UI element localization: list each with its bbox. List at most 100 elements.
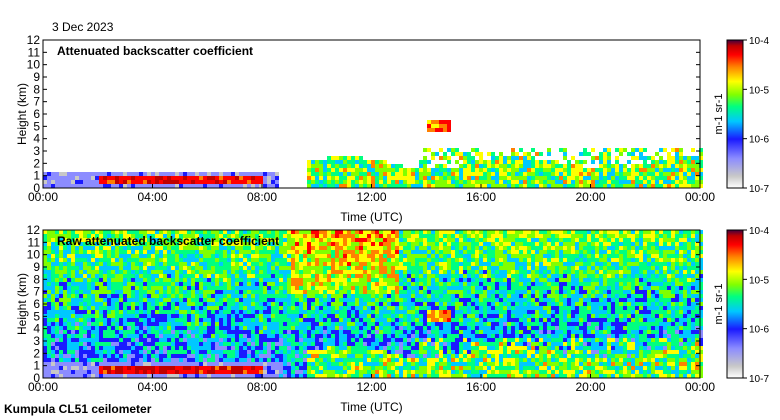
heatmap-cell: [419, 362, 423, 366]
heatmap-cell: [187, 330, 191, 334]
heatmap-cell: [255, 354, 259, 358]
heatmap-cell: [67, 278, 71, 282]
heatmap-cell: [399, 258, 403, 262]
heatmap-cell: [331, 318, 335, 322]
heatmap-cell: [283, 342, 287, 346]
heatmap-cell: [403, 334, 407, 338]
heatmap-cell: [251, 234, 255, 238]
heatmap-cell: [163, 180, 167, 184]
heatmap-cell: [423, 234, 427, 238]
heatmap-cell: [123, 330, 127, 334]
heatmap-cell: [355, 294, 359, 298]
heatmap-cell: [631, 156, 635, 160]
heatmap-cell: [671, 156, 675, 160]
heatmap-cell: [195, 330, 199, 334]
heatmap-cell: [447, 172, 451, 176]
heatmap-cell: [239, 230, 243, 234]
heatmap-cell: [351, 254, 355, 258]
heatmap-cell: [395, 326, 399, 330]
heatmap-cell: [455, 318, 459, 322]
heatmap-cell: [435, 124, 439, 128]
heatmap-cell: [415, 282, 419, 286]
heatmap-cell: [99, 266, 103, 270]
heatmap-cell: [135, 370, 139, 374]
heatmap-cell: [359, 354, 363, 358]
heatmap-cell: [331, 298, 335, 302]
heatmap-cell: [243, 282, 247, 286]
heatmap-cell: [659, 164, 663, 168]
heatmap-cell: [431, 302, 435, 306]
heatmap-cell: [435, 354, 439, 358]
heatmap-cell: [367, 314, 371, 318]
heatmap-cell: [103, 366, 107, 370]
heatmap-cell: [159, 346, 163, 350]
heatmap-cell: [131, 230, 135, 234]
heatmap-cell: [115, 374, 119, 378]
heatmap-cell: [243, 274, 247, 278]
heatmap-cell: [431, 342, 435, 346]
heatmap-cell: [91, 342, 95, 346]
heatmap-cell: [343, 358, 347, 362]
heatmap-cell: [63, 322, 67, 326]
heatmap-cell: [359, 362, 363, 366]
heatmap-cell: [179, 310, 183, 314]
heatmap-cell: [63, 274, 67, 278]
heatmap-cell: [667, 160, 671, 164]
heatmap-cell: [439, 322, 443, 326]
heatmap-cell: [299, 230, 303, 234]
heatmap-cell: [419, 278, 423, 282]
heatmap-cell: [347, 242, 351, 246]
heatmap-cell: [207, 350, 211, 354]
heatmap-cell: [91, 354, 95, 358]
heatmap-cell: [423, 338, 427, 342]
heatmap-cell: [259, 302, 263, 306]
heatmap-cell: [323, 302, 327, 306]
heatmap-cell: [399, 370, 403, 374]
heatmap-cell: [239, 338, 243, 342]
heatmap-cell: [91, 266, 95, 270]
heatmap-cell: [403, 362, 407, 366]
heatmap-cell: [111, 238, 115, 242]
heatmap-cell: [459, 322, 463, 326]
heatmap-cell: [423, 164, 427, 168]
heatmap-cell: [287, 350, 291, 354]
heatmap-cell: [419, 294, 423, 298]
heatmap-cell: [47, 176, 51, 180]
heatmap-cell: [143, 278, 147, 282]
heatmap-cell: [227, 290, 231, 294]
heatmap-cell: [383, 374, 387, 378]
heatmap-cell: [95, 176, 99, 180]
heatmap-cell: [443, 172, 447, 176]
heatmap-cell: [95, 298, 99, 302]
heatmap-cell: [139, 180, 143, 184]
heatmap-cell: [267, 346, 271, 350]
heatmap-cell: [447, 286, 451, 290]
heatmap-cell: [403, 302, 407, 306]
heatmap-cell: [231, 250, 235, 254]
heatmap-cell: [387, 270, 391, 274]
heatmap-cell: [91, 306, 95, 310]
heatmap-cell: [127, 374, 131, 378]
heatmap-cell: [391, 302, 395, 306]
heatmap-cell: [71, 342, 75, 346]
heatmap-cell: [319, 176, 323, 180]
heatmap-cell: [199, 234, 203, 238]
heatmap-cell: [199, 318, 203, 322]
heatmap-cell: [439, 120, 443, 124]
heatmap-cell: [71, 306, 75, 310]
heatmap-cell: [391, 246, 395, 250]
heatmap-cell: [383, 164, 387, 168]
heatmap-cell: [343, 290, 347, 294]
heatmap-cell: [67, 350, 71, 354]
heatmap-cell: [419, 338, 423, 342]
heatmap-cell: [379, 238, 383, 242]
heatmap-cell: [71, 262, 75, 266]
heatmap-cell: [543, 168, 547, 172]
heatmap-cell: [107, 266, 111, 270]
heatmap-cell: [391, 234, 395, 238]
heatmap-cell: [319, 234, 323, 238]
heatmap-cell: [223, 370, 227, 374]
heatmap-cell: [219, 366, 223, 370]
heatmap-cell: [119, 180, 123, 184]
heatmap-cell: [359, 184, 363, 188]
